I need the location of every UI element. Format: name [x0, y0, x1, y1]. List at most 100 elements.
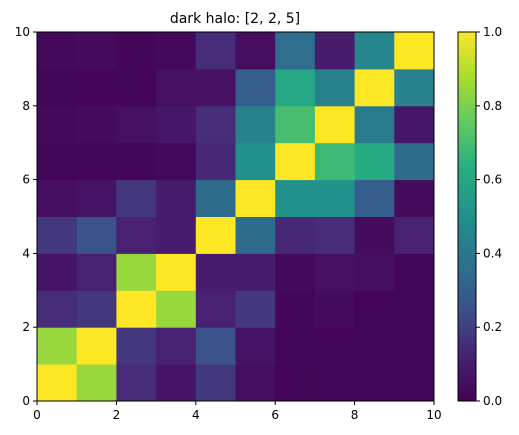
heatmap-cell [394, 68, 435, 107]
heatmap-cell [195, 68, 236, 107]
y-tick-label: 2 [22, 320, 30, 334]
x-tick-label: 2 [113, 408, 121, 422]
heatmap-cell [37, 327, 78, 365]
heatmap-cell [394, 32, 435, 70]
colorbar-tick-label: 0.8 [483, 99, 502, 113]
heatmap-cell [235, 142, 276, 181]
heatmap-cell [156, 179, 197, 217]
heatmap-cell [394, 105, 435, 144]
heatmap-cell [354, 142, 395, 181]
heatmap-cell [314, 364, 356, 402]
heatmap-cell [156, 364, 197, 402]
heatmap-cell [156, 32, 197, 70]
heatmap-cell [195, 142, 236, 181]
colorbar-tick-label: 0.4 [483, 246, 502, 260]
colorbar-tick-label: 0.6 [483, 173, 502, 187]
heatmap-cell [354, 68, 395, 107]
heatmap-cell [37, 364, 78, 402]
heatmap-cell [275, 68, 316, 107]
heatmap-cell [314, 327, 356, 365]
colorbar-tick-label: 1.0 [483, 25, 502, 39]
heatmap-cell [116, 68, 157, 107]
heatmap-cell [76, 290, 117, 328]
heatmap-cell [116, 179, 157, 217]
heatmap-cell [116, 105, 157, 144]
heatmap-cell [156, 327, 197, 365]
heatmap-cell [195, 364, 236, 402]
heatmap-cell [195, 290, 236, 328]
heatmap-cell [156, 290, 197, 328]
heatmap-cell [314, 105, 356, 144]
heatmap-cell [354, 105, 395, 144]
heatmap-cell [314, 253, 356, 291]
heatmap-cell [235, 327, 276, 365]
heatmap-cell [354, 179, 395, 217]
heatmap-cell [314, 179, 356, 217]
colorbar-tick-label: 0.0 [483, 394, 502, 408]
colorbar-tick-label: 0.2 [483, 320, 502, 334]
heatmap-cell [275, 179, 316, 217]
heatmap-cell [235, 364, 276, 402]
heatmap-cell [156, 105, 197, 144]
heatmap-cell [156, 253, 197, 291]
heatmap-cell [156, 142, 197, 181]
y-axis: 0 2 4 6 8 10 [15, 25, 37, 408]
heatmap-cell [314, 216, 356, 254]
heatmap-cell [116, 142, 157, 181]
heatmap-cell [394, 253, 435, 291]
heatmap-cell [37, 179, 78, 217]
heatmap-cell [116, 253, 157, 291]
heatmap-cell [235, 290, 276, 328]
y-tick-label: 8 [22, 99, 30, 113]
heatmap-cell [275, 32, 316, 70]
heatmap-cell [235, 32, 276, 70]
heatmap-cell [275, 364, 316, 402]
heatmap-cell [354, 253, 395, 291]
heatmap-cell [394, 216, 435, 254]
heatmap-cell [37, 216, 78, 254]
heatmap-cell [195, 253, 236, 291]
y-tick-label: 4 [22, 246, 30, 260]
x-axis: 0 2 4 6 8 10 [33, 401, 442, 422]
heatmap-cell [314, 32, 356, 70]
y-tick-label: 10 [15, 25, 30, 39]
colorbar: 0.0 0.2 0.4 0.6 0.8 1.0 [457, 25, 502, 408]
x-tick-label: 4 [192, 408, 200, 422]
heatmap-cell [76, 105, 117, 144]
heatmap-cell [354, 290, 395, 328]
heatmap-cell [37, 253, 78, 291]
heatmap-cell [76, 253, 117, 291]
heatmap-cell [394, 179, 435, 217]
heatmap-cell [235, 68, 276, 107]
heatmap-cell [116, 32, 157, 70]
heatmap-cell [314, 290, 356, 328]
colorbar-frame [457, 31, 477, 402]
heatmap-cell [394, 142, 435, 181]
heatmap-cell [156, 216, 197, 254]
heatmap-cell [314, 142, 356, 181]
chart-title: dark halo: [2, 2, 5] [170, 11, 300, 27]
plot-frame [36, 31, 435, 402]
heatmap-cell [76, 216, 117, 254]
x-tick-label: 8 [351, 408, 359, 422]
heatmap-cell [76, 179, 117, 217]
heatmap-cell [394, 290, 435, 328]
heatmap-cell [235, 216, 276, 254]
heatmap-cells [37, 32, 435, 402]
heatmap-cell [314, 68, 356, 107]
heatmap-cell [354, 327, 395, 365]
heatmap-cell [76, 32, 117, 70]
y-tick-label: 6 [22, 173, 30, 187]
heatmap-cell [354, 32, 395, 70]
x-tick-label: 0 [33, 408, 41, 422]
heatmap-cell [116, 216, 157, 254]
heatmap-cell [235, 105, 276, 144]
heatmap-cell [76, 327, 117, 365]
heatmap-cell [275, 253, 316, 291]
heatmap-cell [195, 327, 236, 365]
x-tick-label: 10 [426, 408, 441, 422]
y-tick-label: 0 [22, 394, 30, 408]
heatmap-cell [275, 105, 316, 144]
heatmap-cell [195, 179, 236, 217]
